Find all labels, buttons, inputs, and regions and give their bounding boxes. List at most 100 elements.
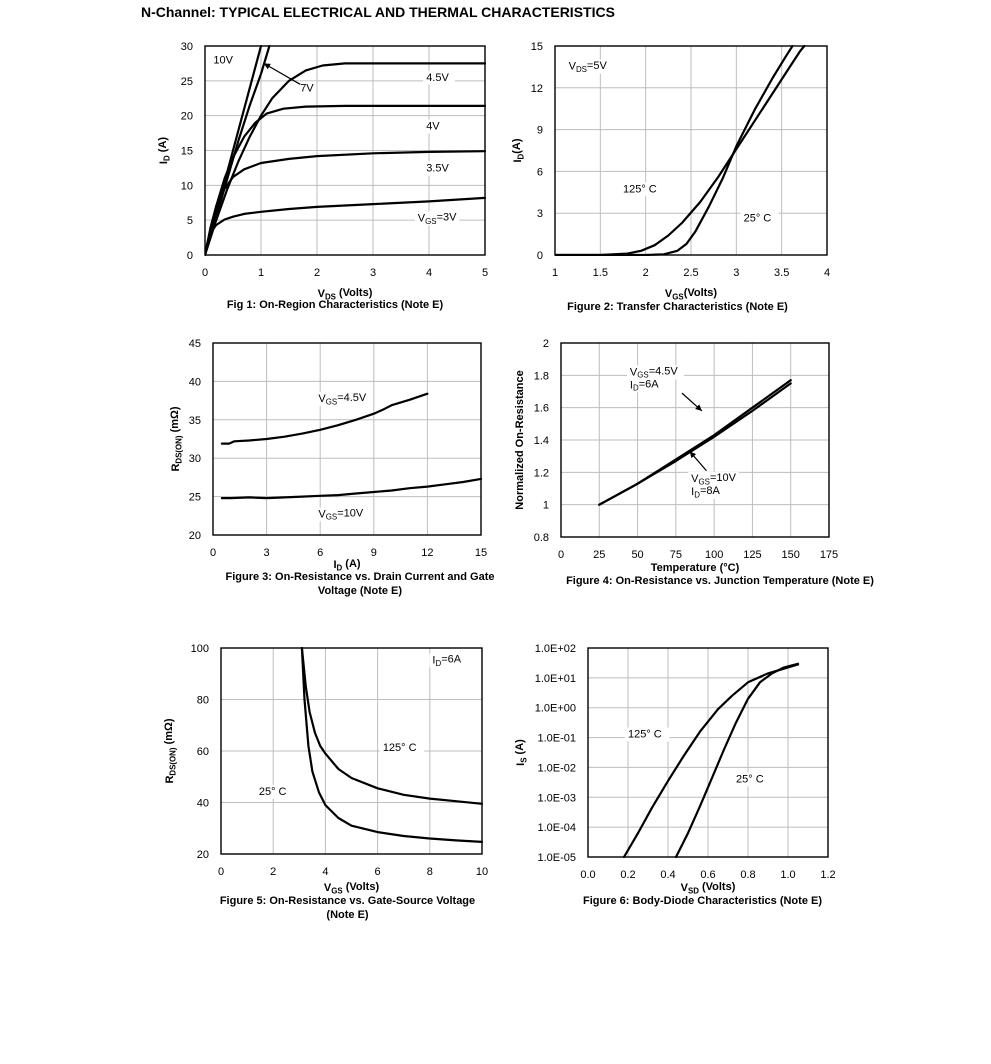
fig1-ylabel: ID (A) [157, 137, 171, 164]
page-title: N-Channel: TYPICAL ELECTRICAL AND THERMA… [141, 4, 615, 20]
fig4-annotation-bg [688, 472, 739, 487]
fig4-plot-area [560, 342, 830, 538]
fig5-ytick-label: 80 [197, 695, 209, 707]
fig5-plot-area [220, 647, 483, 855]
fig5-xtick-label: 2 [270, 866, 276, 878]
fig3-xtick-label: 3 [264, 547, 270, 559]
fig4-caption: Figure 4: On-Resistance vs. Junction Tem… [566, 575, 874, 587]
fig1-annotation-bg [210, 53, 236, 68]
fig3-ytick-label: 40 [189, 376, 201, 388]
fig1-annotation: 7V [300, 82, 314, 94]
fig1-series-line [205, 62, 486, 256]
fig6-ytick-label: 1.0E-02 [537, 762, 576, 774]
fig1-xtick-label: 2 [314, 267, 320, 279]
fig4-annotation-bg [688, 484, 727, 499]
fig6-annotation: 125° C [628, 729, 662, 741]
fig1-arrow-head [263, 63, 271, 70]
fig3-annotation-bg [315, 392, 373, 407]
fig6-ytick-label: 1.0E+00 [535, 703, 576, 715]
fig3-ytick-label: 25 [189, 492, 201, 504]
fig5-series-line [300, 647, 483, 805]
fig3-xtick-label: 15 [475, 547, 487, 559]
fig6-ytick-label: 1.0E+01 [535, 673, 576, 685]
fig2-ytick-label: 12 [531, 83, 543, 95]
fig6-plot-area [587, 647, 829, 858]
fig3-caption: Figure 3: On-Resistance vs. Drain Curren… [225, 571, 495, 597]
fig2-annotation-bg [620, 182, 665, 197]
fig1-ytick-label: 30 [181, 41, 193, 53]
fig4-xtick-label: 0 [558, 549, 564, 561]
fig5-ytick-label: 60 [197, 746, 209, 758]
fig4-annotation: ID=6A [630, 378, 659, 392]
fig4-annotation-bg [626, 378, 665, 393]
fig1-xtick-label: 3 [370, 267, 376, 279]
fig1-annotation: 3.5V [426, 162, 449, 174]
fig4-xlabel: Temperature (°C) [651, 562, 740, 574]
fig4-series-line [598, 382, 792, 506]
fig2-series-line [555, 45, 806, 256]
fig1-arrow-line [263, 62, 301, 85]
fig2-xtick-label: 3.5 [774, 267, 789, 279]
fig5-xtick-label: 0 [218, 866, 224, 878]
fig3-xlabel: ID (A) [333, 558, 360, 572]
fig1-annotation-bg [423, 161, 455, 176]
fig4-annotation: VGS=10V [691, 472, 736, 486]
fig4-xtick-label: 100 [705, 549, 723, 561]
fig1-ytick-label: 5 [187, 215, 193, 227]
fig6-caption: Figure 6: Body-Diode Characteristics (No… [583, 895, 822, 907]
fig1-ytick-label: 0 [187, 250, 193, 262]
fig4-ytick-label: 0.8 [534, 532, 549, 544]
fig4-ytick-label: 1.2 [534, 467, 549, 479]
fig3-annotation-bg [315, 507, 367, 522]
fig6-xtick-label: 0.4 [660, 869, 675, 881]
fig6-series-line [622, 663, 800, 858]
fig6-xtick-label: 0.6 [700, 869, 715, 881]
fig4-arrow-head [695, 404, 702, 411]
fig4-ytick-label: 1 [543, 500, 549, 512]
fig4-annotation-bg [626, 365, 685, 380]
fig2-ylabel: ID(A) [511, 138, 525, 162]
fig2-xtick-label: 4 [824, 267, 830, 279]
fig5-annotation-bg [429, 653, 468, 668]
fig2-ytick-label: 15 [531, 41, 543, 53]
fig2-caption: Figure 2: Transfer Characteristics (Note… [567, 301, 788, 313]
fig5-annotation: ID=6A [432, 654, 461, 668]
fig2-ytick-label: 3 [537, 208, 543, 220]
fig2-annotation: 25° C [744, 213, 772, 225]
fig1-annotation-bg [414, 211, 460, 226]
fig4-ytick-label: 1.4 [534, 435, 549, 447]
fig1-annotation: 4V [426, 121, 440, 133]
fig2-xtick-label: 1 [552, 267, 558, 279]
fig1-series-line [205, 45, 271, 256]
fig6-ytick-label: 1.0E-04 [537, 822, 576, 834]
fig3-ytick-label: 35 [189, 415, 201, 427]
fig6-xtick-label: 0.2 [620, 869, 635, 881]
fig5-xtick-label: 6 [375, 866, 381, 878]
fig1-xlabel: VDS (Volts) [318, 287, 373, 301]
fig2-xtick-label: 2.5 [683, 267, 698, 279]
fig1-xtick-label: 0 [202, 267, 208, 279]
fig1-annotation-bg [423, 70, 455, 85]
fig4-xtick-label: 125 [743, 549, 761, 561]
fig1-ytick-label: 15 [181, 146, 193, 158]
fig4-xtick-label: 25 [593, 549, 605, 561]
fig3-xtick-label: 9 [371, 547, 377, 559]
fig2-ytick-label: 6 [537, 166, 543, 178]
fig4-annotation: VGS=4.5V [630, 365, 678, 379]
fig4-ylabel: Normalized On-Resistance [514, 370, 526, 509]
fig2-ytick-label: 9 [537, 125, 543, 137]
fig5-xtick-label: 8 [427, 866, 433, 878]
fig1-ytick-label: 10 [181, 180, 193, 192]
fig6-xtick-label: 1.2 [820, 869, 835, 881]
fig5-ytick-label: 40 [197, 798, 209, 810]
fig5-annotation-bg [379, 741, 425, 755]
fig1-ytick-label: 25 [181, 76, 193, 88]
fig1-xtick-label: 4 [426, 267, 432, 279]
fig3-ytick-label: 30 [189, 453, 201, 465]
fig4-xtick-label: 150 [782, 549, 800, 561]
